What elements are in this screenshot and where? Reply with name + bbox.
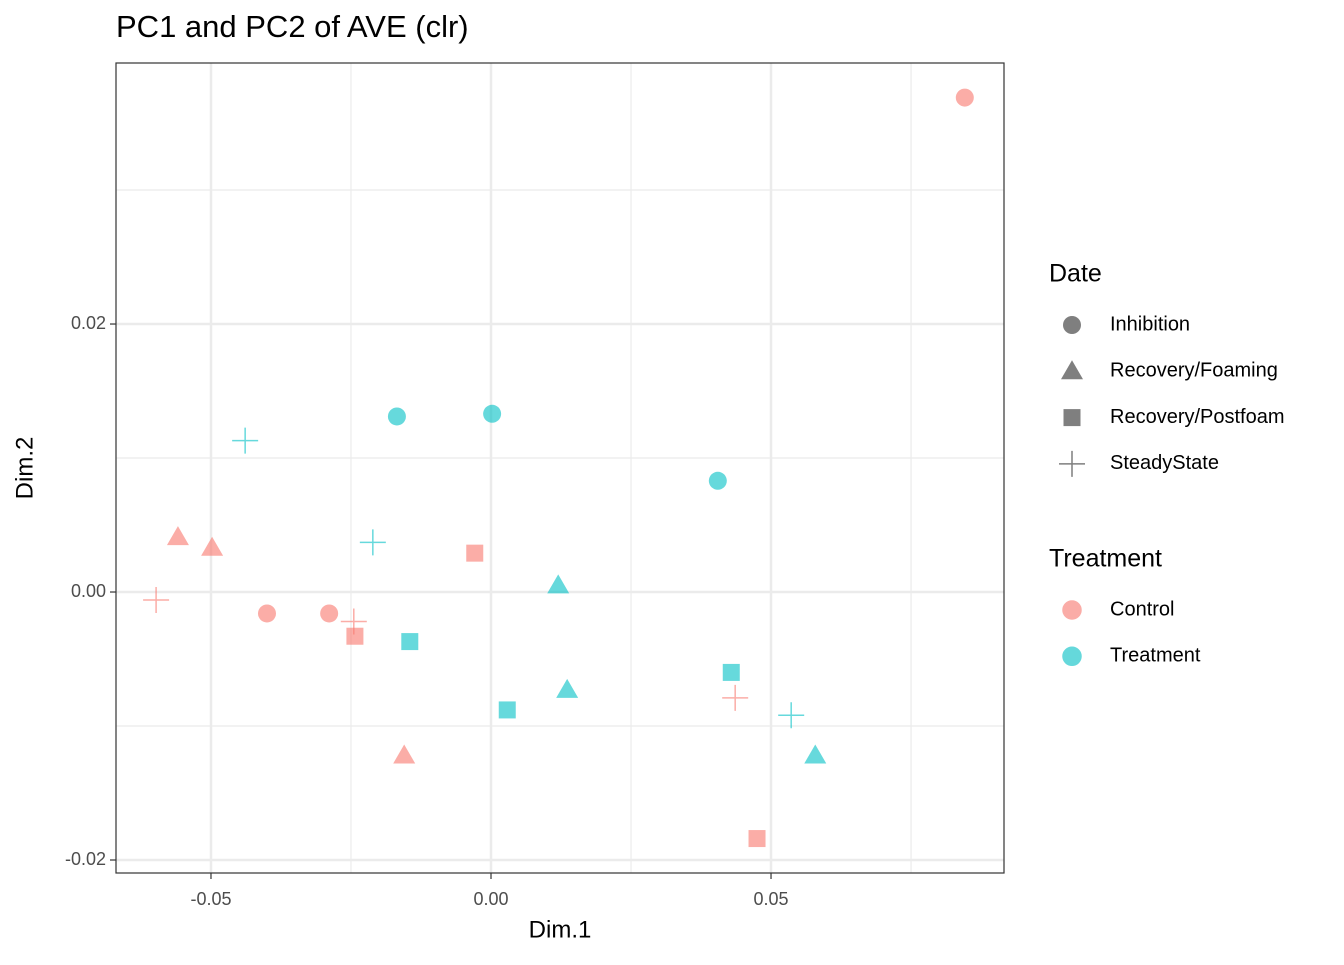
y-tick-label: 0.00 xyxy=(71,581,106,601)
point xyxy=(955,88,974,107)
point xyxy=(466,544,484,562)
x-axis-title: Dim.1 xyxy=(529,916,592,943)
point xyxy=(722,663,740,681)
chart-title: PC1 and PC2 of AVE (clr) xyxy=(116,9,469,44)
point xyxy=(748,830,766,848)
legend-title: Date xyxy=(1049,260,1102,288)
point xyxy=(359,529,386,556)
legend-symbol xyxy=(1062,600,1082,620)
point xyxy=(346,627,364,645)
point xyxy=(498,701,516,719)
plot-background xyxy=(116,63,1004,873)
point xyxy=(722,684,749,711)
point xyxy=(340,608,367,635)
legend-symbol xyxy=(1061,360,1083,380)
legend-symbol xyxy=(1062,646,1082,667)
point xyxy=(556,678,579,698)
y-tick-label: -0.02 xyxy=(65,849,106,869)
point xyxy=(201,536,224,556)
x-tick-label: -0.05 xyxy=(190,889,231,909)
legend-label: SteadyState xyxy=(1110,452,1219,474)
point xyxy=(804,744,827,764)
legend-label: Recovery/Foaming xyxy=(1110,360,1278,382)
legend-label: Treatment xyxy=(1110,645,1201,667)
point xyxy=(232,427,259,454)
point xyxy=(547,574,570,594)
legend-label: Recovery/Postfoam xyxy=(1110,406,1285,428)
plot-border xyxy=(115,62,1005,874)
y-axis-title: Dim.2 xyxy=(11,437,38,500)
point xyxy=(320,604,339,623)
point xyxy=(166,526,189,546)
point xyxy=(778,702,805,729)
point xyxy=(257,604,276,623)
point xyxy=(401,633,419,651)
point xyxy=(483,404,502,423)
point xyxy=(143,587,170,614)
x-tick-label: 0.05 xyxy=(753,889,788,909)
legend-label: Inhibition xyxy=(1110,313,1190,335)
point xyxy=(393,744,416,764)
legend-symbol xyxy=(1059,450,1085,477)
legend-symbol xyxy=(1063,409,1081,427)
y-tick-label: 0.02 xyxy=(71,313,106,333)
point xyxy=(708,471,727,490)
point xyxy=(387,407,406,426)
x-tick-label: 0.00 xyxy=(473,889,508,909)
legend-title: Treatment xyxy=(1049,545,1162,573)
legend-symbol xyxy=(1063,316,1081,334)
legend-label: Control xyxy=(1110,598,1174,620)
